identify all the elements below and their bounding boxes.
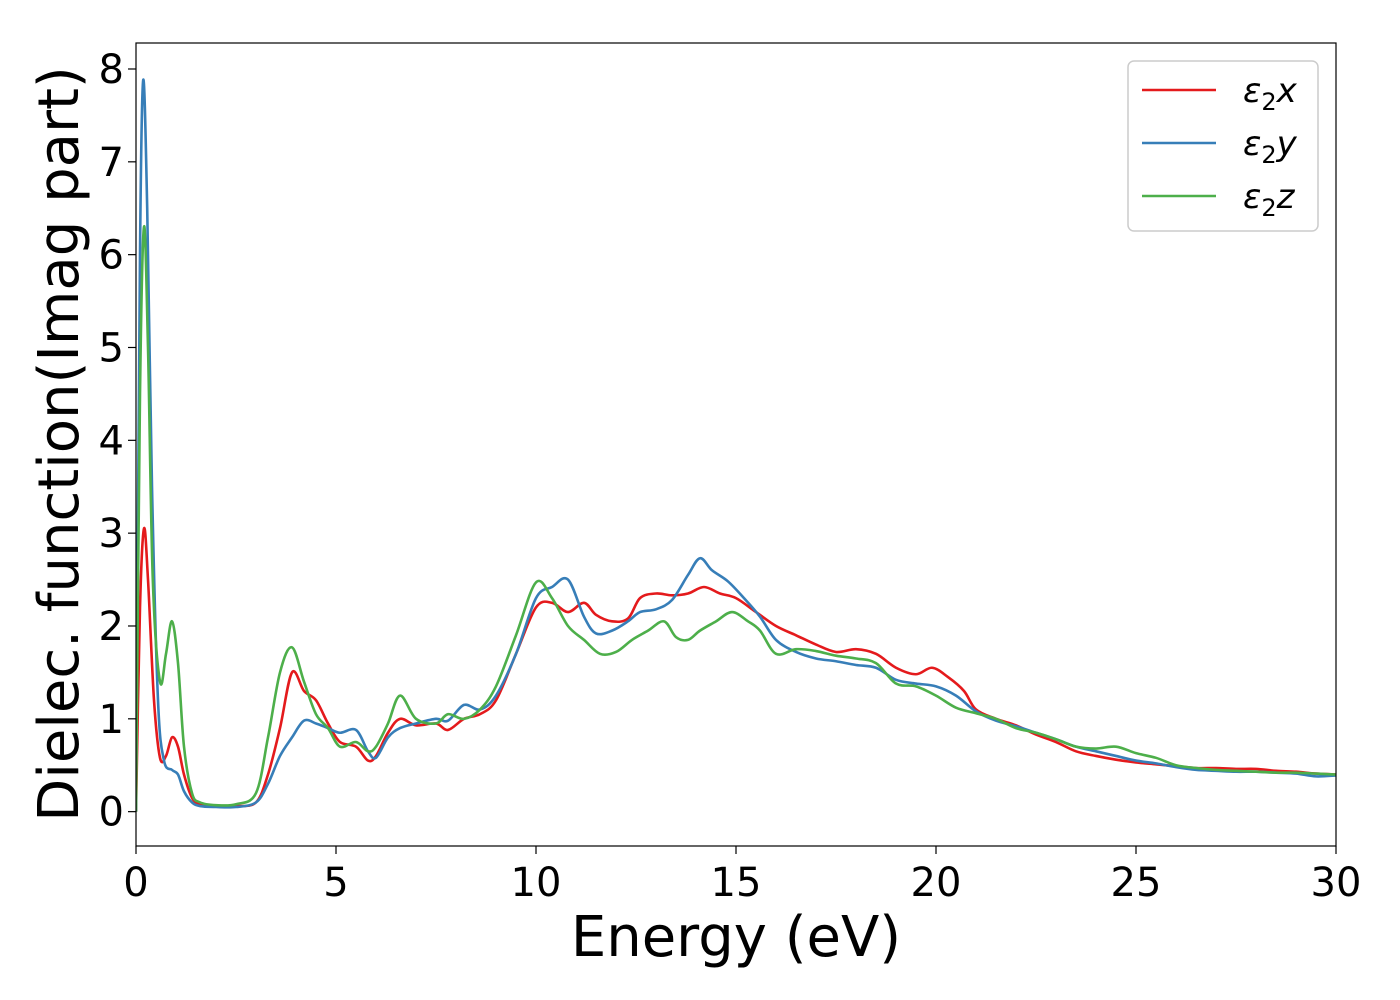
legend-label-y: ε2y: [1243, 124, 1298, 169]
x-tick-label: 15: [711, 860, 762, 906]
legend-box: [1127, 60, 1319, 232]
x-tick-label: 20: [911, 860, 962, 906]
y-axis-title: Dielec. function(Imag part): [27, 66, 92, 822]
x-tick-label: 25: [1111, 860, 1162, 906]
series-lines: [136, 78, 1336, 812]
y-tick-label: 7: [99, 140, 124, 186]
x-tick-label: 5: [323, 860, 348, 906]
legend-label-x: ε2x: [1243, 71, 1298, 116]
x-tick-label: 30: [1311, 860, 1362, 906]
legend: ε2x ε2y ε2z: [1127, 60, 1319, 232]
x-axis-title: Energy (eV): [571, 905, 901, 970]
y-tick-label: 3: [99, 511, 124, 557]
y-tick-label: 1: [99, 697, 124, 743]
y-tick-label: 5: [99, 325, 124, 371]
legend-label-z: ε2z: [1243, 177, 1296, 222]
x-axis: 0 5 10 15 20 25 30: [123, 846, 1361, 906]
x-tick-label: 0: [123, 860, 148, 906]
y-tick-label: 6: [99, 233, 124, 279]
x-tick-label: 10: [511, 860, 562, 906]
series-line-z: [136, 225, 1336, 812]
y-tick-label: 0: [99, 790, 124, 836]
y-tick-label: 4: [99, 418, 124, 464]
y-tick-label: 2: [99, 604, 124, 650]
y-tick-label: 8: [99, 47, 124, 93]
y-axis: 0 1 2 3 4 5 6 7 8: [99, 47, 136, 836]
